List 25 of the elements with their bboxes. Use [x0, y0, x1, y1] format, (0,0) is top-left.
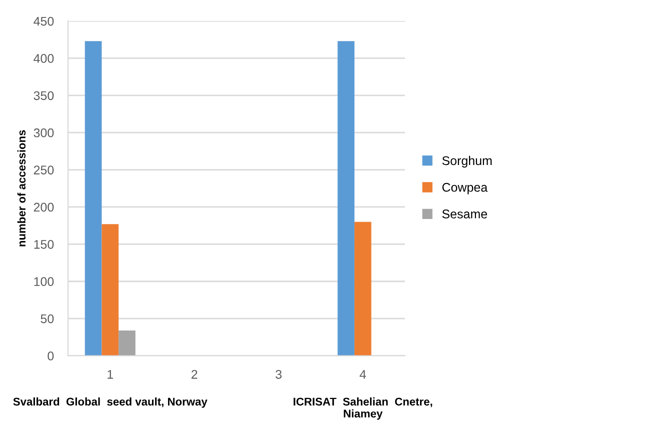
y-tick-label: 300	[34, 128, 54, 138]
y-tick-label: 350	[34, 91, 54, 100]
bar	[354, 222, 372, 356]
x-tick-label: 4	[360, 370, 366, 379]
x-tick-label: 2	[192, 370, 198, 379]
text: Svalbard Global seed vault, Norway	[13, 397, 208, 408]
y-tick-label: 250	[34, 166, 54, 174]
bar	[102, 224, 119, 356]
legend-label: Sorghum	[442, 156, 492, 168]
legend-label: Cowpea	[442, 182, 488, 194]
bar	[84, 41, 102, 356]
y-tick-label: 450	[34, 16, 54, 26]
y-tick-label: 200	[34, 202, 54, 212]
y-tick-label: 100	[34, 277, 54, 286]
bar	[118, 330, 136, 356]
x-tick-label: 1	[108, 370, 114, 379]
x-tick-label: 3	[276, 370, 282, 379]
text: ICRISAT Sahelian Cnetre, Niamey	[294, 397, 432, 420]
bar	[338, 41, 354, 356]
y-tick-label: 150	[34, 240, 54, 249]
legend-label: Sesame	[442, 210, 488, 218]
y-tick-label: 400	[34, 54, 54, 63]
y-axis-title: number of accessions	[17, 130, 26, 246]
y-tick-label: 0	[48, 352, 54, 360]
y-tick-label: 50	[40, 314, 54, 324]
